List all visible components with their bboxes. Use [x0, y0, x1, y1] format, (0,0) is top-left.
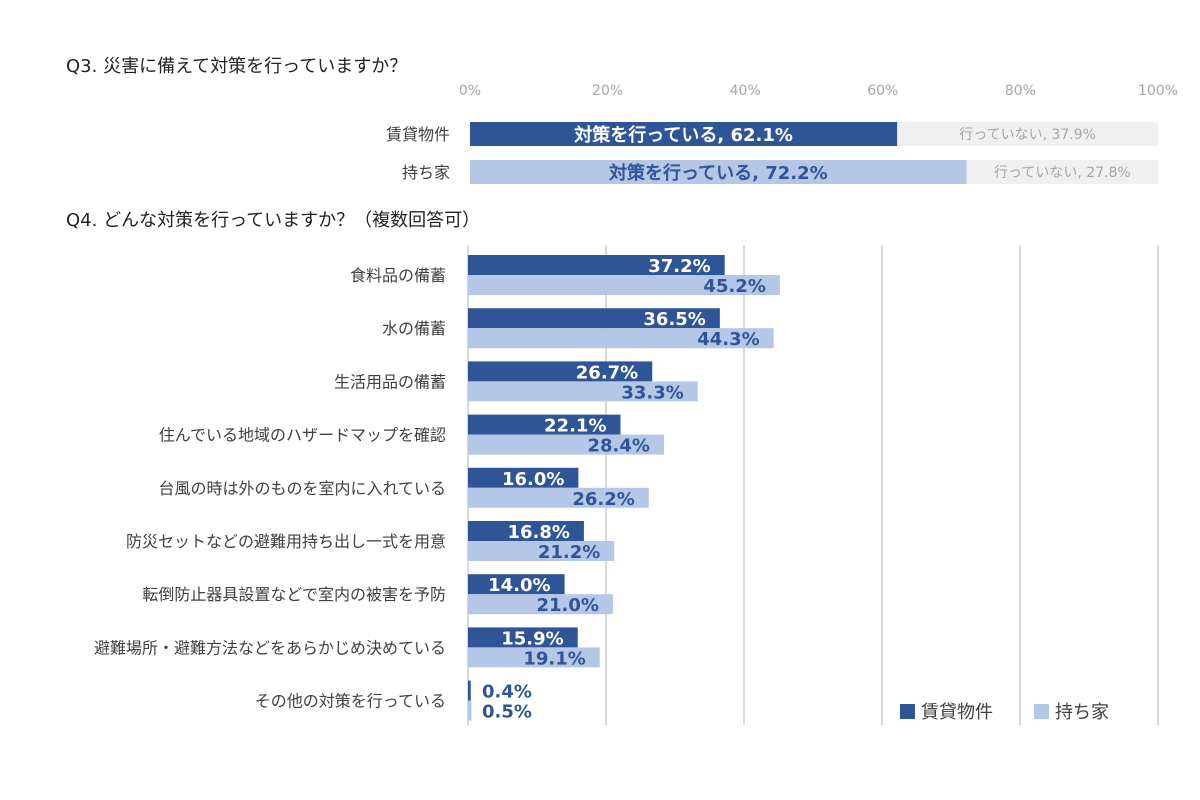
q4-owned-data-label: 44.3%	[697, 329, 759, 350]
q3-tick-label: 20%	[592, 83, 623, 99]
legend-label-owned: 持ち家	[1055, 702, 1109, 723]
q4-owned-data-label: 33.3%	[621, 382, 683, 403]
q4-bar-owned	[468, 328, 774, 349]
q4-rental-data-label: 16.8%	[507, 522, 569, 543]
q3-yes-data-label: 対策を行っている, 72.2%	[608, 162, 828, 184]
q4-category-label: その他の対策を行っている	[255, 692, 446, 711]
q4-category-label: 台風の時は外のものを室内に入れている	[158, 479, 446, 498]
q4-owned-data-label: 45.2%	[703, 276, 765, 297]
q4-bar-rental	[468, 255, 725, 275]
q3-tick-label: 80%	[1005, 83, 1036, 99]
q4-bar-rental	[468, 574, 565, 595]
q4-owned-data-label: 21.2%	[538, 542, 600, 563]
q4-category-label: 避難場所・避難方法などをあらかじめ決めている	[94, 638, 446, 657]
q3-category-label: 持ち家	[402, 163, 450, 182]
q4-bar-rental	[468, 361, 653, 382]
q4-bar-owned	[468, 541, 615, 561]
q3-bar-yes	[470, 160, 967, 184]
q4-rental-data-label: 26.7%	[576, 362, 638, 383]
q4-rental-data-label: 36.5%	[643, 309, 705, 330]
q4-bar-owned	[468, 700, 472, 721]
q4-bar-rental	[468, 414, 621, 435]
q3-bar-yes	[470, 122, 898, 146]
legend-label-rental: 賃貸物件	[921, 702, 993, 723]
q4-owned-data-label: 19.1%	[523, 648, 585, 669]
q4-bar-owned	[468, 275, 780, 295]
q3-category-label: 賃貸物件	[386, 125, 450, 144]
q3-yes-data-label: 対策を行っている, 62.1%	[573, 124, 793, 146]
q3-tick-label: 40%	[730, 83, 761, 99]
q4-rental-data-label: 14.0%	[488, 575, 550, 596]
q4-bar-rental	[468, 627, 578, 648]
q3-tick-label: 60%	[867, 83, 898, 99]
q3-tick-label: 100%	[1138, 83, 1178, 99]
q4-bar-owned	[468, 487, 649, 508]
q4-rental-data-label: 15.9%	[501, 628, 563, 649]
q3-tick-label: 0%	[459, 83, 481, 99]
legend-swatch-owned	[1034, 704, 1049, 719]
q4-rental-data-label: 37.2%	[648, 256, 710, 277]
q3-no-data-label: 行っていない, 27.8%	[994, 165, 1131, 181]
q4-bar-rental	[468, 308, 720, 329]
q4-category-label: 転倒防止器具設置などで室内の被害を予防	[142, 585, 446, 604]
q4-title: Q4. どんな対策を行っていますか？（複数回答可）	[66, 210, 481, 231]
q4-rental-data-label: 22.1%	[544, 416, 606, 437]
q4-bar-owned	[468, 594, 613, 615]
q3-title: Q3. 災害に備えて対策を行っていますか？	[66, 56, 408, 77]
q4-bar-rental	[468, 521, 584, 541]
q4-owned-data-label: 0.5%	[482, 702, 532, 723]
q4-category-label: 食料品の備蓄	[350, 266, 446, 285]
q4-category-label: 住んでいる地域のハザードマップを確認	[159, 426, 446, 445]
q3-bar-no	[897, 122, 1158, 146]
q4-owned-data-label: 26.2%	[572, 489, 634, 510]
q4-owned-data-label: 28.4%	[588, 436, 650, 457]
q4-rental-data-label: 0.4%	[482, 682, 532, 703]
q4-bar-rental	[468, 680, 471, 701]
q4-owned-data-label: 21.0%	[536, 595, 598, 616]
q4-category-label: 生活用品の備蓄	[334, 372, 446, 391]
q3-no-data-label: 行っていない, 37.9%	[959, 127, 1096, 143]
q4-bar-rental	[468, 467, 579, 488]
q4-category-label: 水の備蓄	[382, 319, 446, 338]
q3-bar-no	[966, 160, 1158, 184]
q4-bar-owned	[468, 434, 664, 455]
q4-rental-data-label: 16.0%	[502, 469, 564, 490]
q4-category-label: 防災セットなどの避難用持ち出し一式を用意	[126, 532, 446, 551]
q4-bar-owned	[468, 381, 698, 402]
q4-bar-owned	[468, 647, 600, 668]
legend-swatch-rental	[900, 704, 915, 719]
